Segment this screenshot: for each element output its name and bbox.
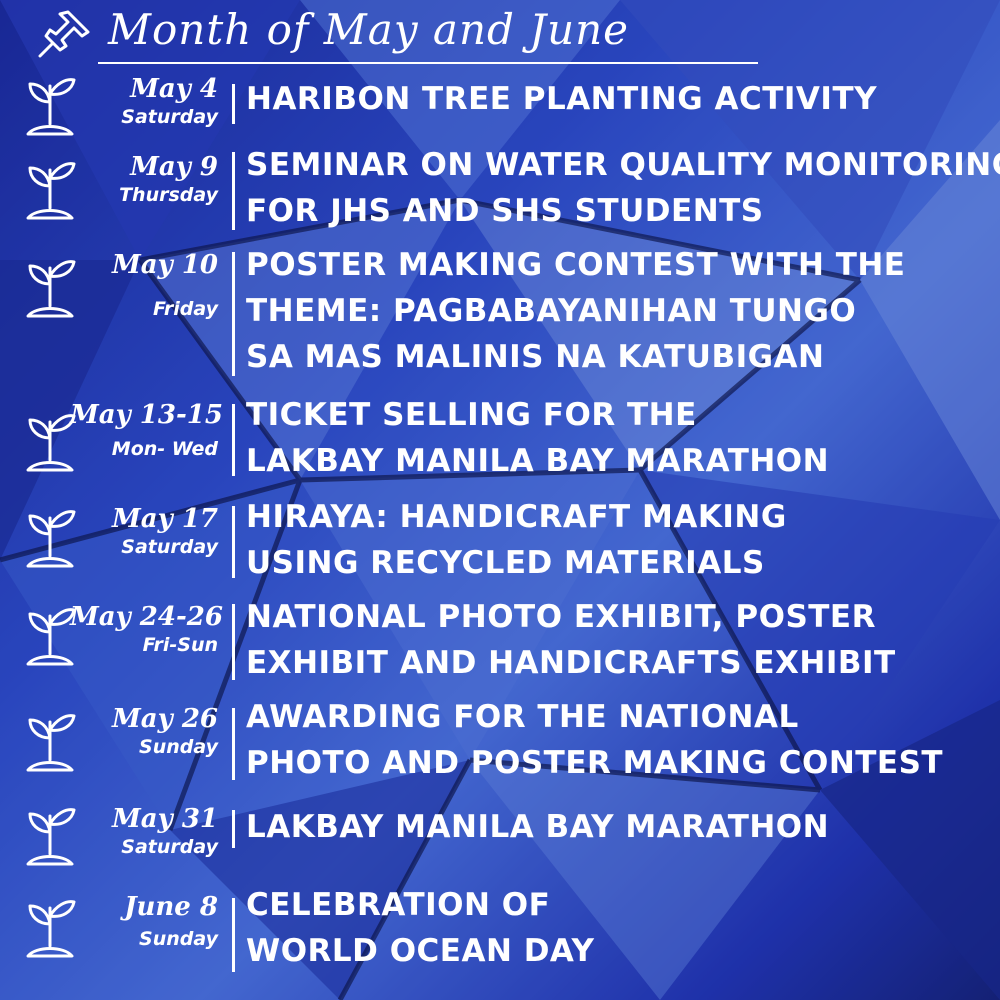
event-date-block: May 24-26 Fri-Sun — [70, 602, 223, 658]
event-line: Haribon Tree Planting Activity — [246, 81, 878, 117]
event-line: Hiraya: Handicraft Making — [246, 499, 787, 535]
separator-bar — [232, 84, 235, 124]
separator-bar — [232, 252, 235, 376]
event-date: May 9 — [130, 152, 218, 182]
event-line: using recycled materials — [246, 545, 765, 581]
event-day: Saturday — [121, 106, 218, 128]
event-line: Awarding for the National — [246, 699, 799, 735]
event-day: Friday — [153, 298, 218, 320]
event-date: May 10 — [112, 250, 218, 280]
event-description: Hiraya: Handicraft Making using recycled… — [246, 494, 994, 586]
separator-bar — [232, 810, 235, 848]
event-row: May 24-26 Fri-Sun National Photo Exhibit… — [0, 594, 1000, 692]
event-date-block: May 17 Saturday — [70, 504, 218, 560]
event-line: for JHS and SHS students — [246, 193, 764, 229]
event-description: Haribon Tree Planting Activity — [246, 76, 994, 122]
seedling-icon — [26, 414, 76, 472]
event-line: Ticket selling for the — [246, 397, 697, 433]
header: Month of May and June — [38, 0, 758, 66]
push-pin-icon — [38, 10, 90, 58]
event-day: Sunday — [139, 928, 218, 950]
event-line: Poster Making Contest with the — [246, 247, 906, 283]
event-line: World Ocean Day — [246, 933, 595, 969]
event-date: May 24-26 — [70, 602, 223, 632]
separator-bar — [232, 708, 235, 780]
seedling-icon — [26, 162, 76, 220]
event-day: Sunday — [139, 736, 218, 758]
event-line: sa mas Malinis na Katubigan — [246, 339, 825, 375]
seedling-icon — [26, 510, 76, 568]
event-row: June 8 Sunday Celebration of World Ocean… — [0, 882, 1000, 982]
separator-bar — [232, 506, 235, 578]
event-description: Celebration of World Ocean Day — [246, 882, 994, 974]
event-date: May 31 — [112, 804, 218, 834]
event-line: Celebration of — [246, 887, 551, 923]
event-date: May 13-15 — [70, 400, 223, 430]
separator-bar — [232, 898, 235, 972]
separator-bar — [232, 404, 235, 476]
event-line: Lakbay Manila Bay Marathon — [246, 809, 830, 845]
event-line: Photo and Poster Making Contest — [246, 745, 944, 781]
event-description: Awarding for the National Photo and Post… — [246, 694, 994, 786]
event-date: May 17 — [112, 504, 218, 534]
event-day: Saturday — [121, 536, 218, 558]
event-date-block: May 31 Saturday — [70, 804, 218, 860]
event-line: Lakbay Manila Bay Marathon — [246, 443, 830, 479]
seedling-icon — [26, 608, 76, 666]
event-line: Seminar on Water Quality Monitoring — [246, 147, 1000, 183]
separator-bar — [232, 604, 235, 680]
event-row: May 4 Saturday Haribon Tree Planting Act… — [0, 72, 1000, 138]
separator-bar — [232, 152, 235, 230]
event-row: May 17 Saturday Hiraya: Handicraft Makin… — [0, 494, 1000, 592]
event-line: Exhibit and Handicrafts Exhibit — [246, 645, 896, 681]
seedling-icon — [26, 78, 76, 136]
event-row: May 9 Thursday Seminar on Water Quality … — [0, 142, 1000, 238]
event-date-block: May 4 Saturday — [70, 74, 218, 130]
event-description: Seminar on Water Quality Monitoring for … — [246, 142, 1000, 234]
event-date-block: May 9 Thursday — [70, 152, 218, 208]
event-row: May 26 Sunday Awarding for the National … — [0, 694, 1000, 794]
page-title: Month of May and June — [108, 5, 630, 54]
event-day: Fri-Sun — [142, 634, 218, 656]
seedling-icon — [26, 808, 76, 866]
event-date: May 26 — [112, 704, 218, 734]
event-date: June 8 — [124, 892, 218, 922]
event-description: Poster Making Contest with the Theme: Pa… — [246, 242, 994, 380]
event-date: May 4 — [130, 74, 218, 104]
title-underline — [98, 62, 758, 64]
event-day: Saturday — [121, 836, 218, 858]
event-line: National Photo Exhibit, Poster — [246, 599, 876, 635]
seedling-icon — [26, 900, 76, 958]
event-row: May 31 Saturday Lakbay Manila Bay Marath… — [0, 798, 1000, 878]
event-description: National Photo Exhibit, Poster Exhibit a… — [246, 594, 994, 686]
event-line: Theme: Pagbabayanihan Tungo — [246, 293, 857, 329]
event-date-block: May 13-15 Mon- Wed — [70, 400, 223, 462]
event-day: Mon- Wed — [111, 438, 218, 460]
event-day: Thursday — [119, 184, 218, 206]
event-row: May 13-15 Mon- Wed Ticket selling for th… — [0, 390, 1000, 490]
seedling-icon — [26, 714, 76, 772]
event-date-block: May 10 Friday — [70, 250, 218, 322]
event-description: Ticket selling for the Lakbay Manila Bay… — [246, 392, 994, 484]
seedling-icon — [26, 260, 76, 318]
event-date-block: June 8 Sunday — [70, 892, 218, 952]
event-row: May 10 Friday Poster Making Contest with… — [0, 240, 1000, 386]
event-description: Lakbay Manila Bay Marathon — [246, 804, 994, 850]
event-date-block: May 26 Sunday — [70, 704, 218, 760]
